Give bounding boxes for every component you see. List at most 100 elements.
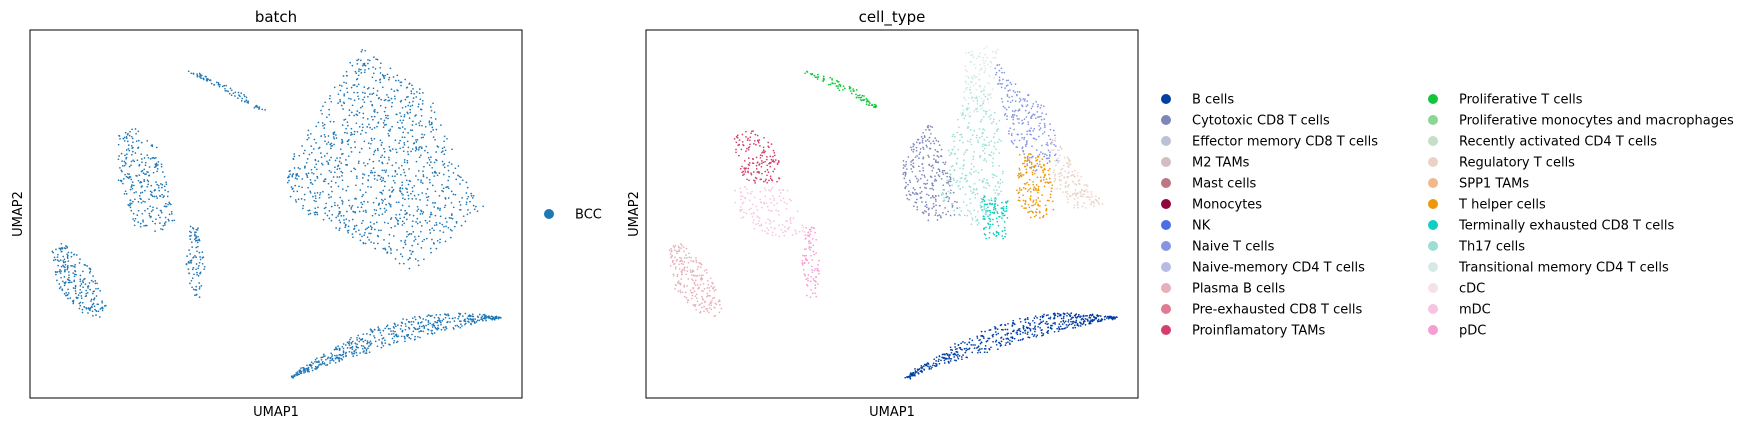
data-point-th17-cells bbox=[962, 167, 964, 170]
data-point-cytotoxic-cd8-t-cells bbox=[919, 170, 921, 172]
data-point-bcc bbox=[406, 150, 409, 153]
data-point-b-cells bbox=[944, 357, 947, 360]
data-point-bcc bbox=[187, 261, 190, 263]
data-point-cytotoxic-cd8-t-cells bbox=[931, 207, 933, 210]
data-point-bcc bbox=[409, 337, 412, 340]
data-point-cytotoxic-cd8-t-cells bbox=[905, 181, 907, 184]
data-point-bcc bbox=[404, 128, 406, 130]
data-point-th17-cells bbox=[985, 160, 988, 163]
data-point-mdc bbox=[775, 209, 777, 212]
data-point-naive-t-cells bbox=[1048, 154, 1051, 156]
data-point-naive-t-cells bbox=[1030, 127, 1032, 130]
data-point-proliferative-t-cells bbox=[859, 96, 862, 99]
data-point-plasma-b-cells bbox=[693, 304, 695, 307]
data-point-bcc bbox=[430, 211, 432, 214]
data-point-bcc bbox=[96, 303, 99, 306]
data-point-bcc bbox=[298, 154, 301, 157]
data-point-bcc bbox=[195, 256, 198, 259]
data-point-bcc bbox=[322, 218, 325, 221]
data-point-cytotoxic-cd8-t-cells bbox=[927, 219, 930, 222]
data-point-cytotoxic-cd8-t-cells bbox=[949, 214, 952, 217]
data-point-bcc bbox=[118, 134, 120, 137]
data-point-bcc bbox=[372, 201, 375, 204]
data-point-bcc bbox=[360, 222, 363, 225]
data-point-transitional-memory-cd4-t-cells bbox=[983, 86, 986, 88]
data-point-bcc bbox=[382, 200, 384, 202]
data-point-bcc bbox=[377, 149, 379, 152]
data-point-th17-cells bbox=[995, 122, 998, 125]
data-point-regulatory-t-cells bbox=[1064, 191, 1067, 193]
data-point-bcc bbox=[450, 163, 453, 165]
data-point-bcc bbox=[352, 236, 354, 239]
data-point-bcc bbox=[399, 328, 402, 330]
data-point-bcc bbox=[389, 327, 391, 330]
data-point-b-cells bbox=[909, 377, 912, 380]
data-point-bcc bbox=[371, 171, 374, 174]
data-point-plasma-b-cells bbox=[679, 291, 682, 294]
data-point-b-cells bbox=[1032, 327, 1035, 330]
data-point-terminally-exhausted-cd8-t-cells bbox=[998, 215, 1000, 218]
data-point-plasma-b-cells bbox=[676, 275, 679, 278]
data-point-bcc bbox=[143, 225, 145, 227]
data-point-t-helper-cells bbox=[1019, 172, 1022, 174]
data-point-plasma-b-cells bbox=[696, 268, 699, 270]
data-point-bcc bbox=[371, 76, 374, 79]
data-point-bcc bbox=[413, 240, 415, 242]
data-point-bcc bbox=[308, 370, 310, 373]
data-point-bcc bbox=[365, 350, 368, 352]
data-point-bcc bbox=[366, 340, 369, 342]
data-point-naive-t-cells bbox=[1029, 117, 1032, 119]
data-point-bcc bbox=[351, 340, 354, 343]
data-point-th17-cells bbox=[995, 148, 997, 150]
data-point-bcc bbox=[374, 108, 376, 111]
data-point-terminally-exhausted-cd8-t-cells bbox=[987, 210, 989, 212]
data-point-bcc bbox=[391, 175, 394, 178]
data-point-bcc bbox=[300, 367, 302, 369]
data-point-bcc bbox=[79, 304, 82, 307]
data-point-bcc bbox=[323, 180, 326, 183]
data-point-b-cells bbox=[1033, 326, 1036, 329]
data-point-t-helper-cells bbox=[1042, 178, 1045, 181]
data-point-bcc bbox=[348, 219, 351, 222]
data-point-bcc bbox=[348, 109, 351, 111]
data-point-regulatory-t-cells bbox=[1078, 182, 1080, 185]
data-point-bcc bbox=[413, 338, 416, 341]
data-point-bcc bbox=[412, 250, 414, 253]
data-point-mdc bbox=[764, 189, 767, 192]
data-point-naive-t-cells bbox=[1016, 118, 1019, 120]
data-point-th17-cells bbox=[963, 159, 965, 162]
data-point-bcc bbox=[435, 151, 438, 153]
data-point-cytotoxic-cd8-t-cells bbox=[921, 137, 924, 140]
data-point-th17-cells bbox=[972, 165, 975, 168]
data-point-b-cells bbox=[990, 346, 992, 349]
data-point-bcc bbox=[356, 336, 358, 339]
data-point-th17-cells bbox=[962, 201, 965, 203]
data-point-bcc bbox=[397, 79, 400, 82]
legend-label-cytotoxic-cd8-t-cells: Cytotoxic CD8 T cells bbox=[1192, 114, 1330, 129]
data-point-plasma-b-cells bbox=[709, 301, 712, 304]
data-point-cytotoxic-cd8-t-cells bbox=[905, 194, 908, 197]
data-point-bcc bbox=[439, 319, 441, 322]
data-point-cytotoxic-cd8-t-cells bbox=[936, 214, 939, 217]
data-point-pdc bbox=[808, 240, 811, 243]
data-point-mdc bbox=[763, 187, 766, 189]
data-point-bcc bbox=[70, 265, 72, 267]
data-point-bcc bbox=[392, 341, 395, 344]
data-point-bcc bbox=[404, 243, 407, 246]
data-point-plasma-b-cells bbox=[683, 266, 686, 269]
data-point-b-cells bbox=[956, 347, 958, 350]
data-point-plasma-b-cells bbox=[680, 278, 683, 281]
data-point-cytotoxic-cd8-t-cells bbox=[942, 173, 945, 175]
data-point-bcc bbox=[146, 179, 149, 182]
data-point-bcc bbox=[399, 81, 402, 84]
data-point-t-helper-cells bbox=[1051, 184, 1054, 187]
data-point-bcc bbox=[426, 199, 429, 201]
data-point-bcc bbox=[125, 137, 128, 140]
data-point-b-cells bbox=[957, 353, 959, 356]
data-point-transitional-memory-cd4-t-cells bbox=[975, 110, 978, 113]
data-point-bcc bbox=[397, 324, 399, 326]
data-point-bcc bbox=[408, 232, 411, 235]
data-point-transitional-memory-cd4-t-cells bbox=[987, 101, 990, 104]
data-point-proinflamatory-tams bbox=[766, 174, 768, 177]
y-axis-label-cell-type: UMAP2 bbox=[627, 191, 642, 237]
